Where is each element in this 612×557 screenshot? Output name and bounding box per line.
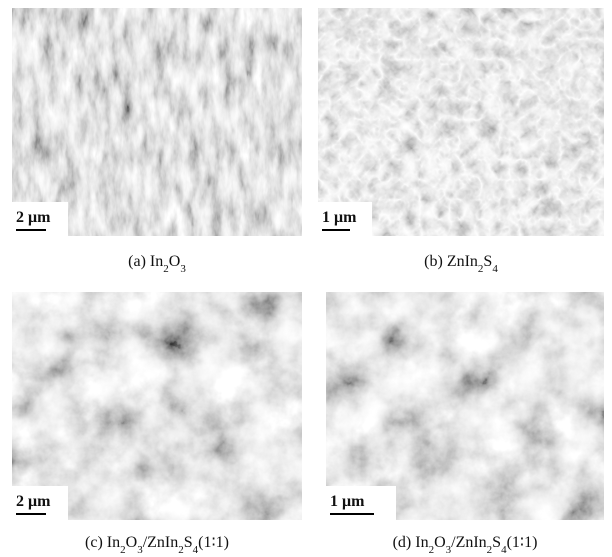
scale-label: 2 μm — [16, 493, 51, 510]
sem-image — [326, 292, 604, 520]
caption-subscript: 4 — [492, 263, 498, 275]
scale-label: 2 μm — [16, 209, 51, 226]
caption-text: (d) In — [393, 534, 429, 551]
caption-subscript: 3 — [180, 263, 186, 275]
caption-text: /ZnIn — [451, 534, 487, 551]
scale-label: 1 μm — [330, 493, 365, 510]
caption-text: O — [434, 534, 446, 551]
caption-text: (1∶1) — [198, 534, 229, 551]
caption: (d) In2O3/ZnIn2S4(1∶1) — [393, 534, 538, 556]
sem-image — [12, 8, 302, 236]
caption-text: S — [492, 534, 501, 551]
caption-text: O — [169, 253, 181, 270]
caption-text: O — [126, 534, 138, 551]
caption-text: S — [184, 534, 193, 551]
caption-text: (b) ZnIn — [424, 253, 478, 270]
caption-text: (c) In — [85, 534, 120, 551]
caption-text: (1∶1) — [507, 534, 538, 551]
caption-text: S — [483, 253, 492, 270]
caption: (a) In2O3 — [128, 253, 186, 275]
caption-text: /ZnIn — [143, 534, 179, 551]
caption: (c) In2O3/ZnIn2S4(1∶1) — [85, 534, 229, 556]
caption-text: (a) In — [128, 253, 163, 270]
sem-image — [318, 8, 604, 236]
caption: (b) ZnIn2S4 — [424, 253, 498, 275]
sem-image — [12, 292, 302, 520]
page: 2 μm (a) In2O3 1 μm (b) ZnIn2S4 2 μm (c) In2O… — [0, 0, 612, 557]
figure: 2 μm (a) In2O3 1 μm (b) ZnIn2S4 2 μm (c) In2O… — [0, 0, 612, 557]
scale-label: 1 μm — [322, 209, 357, 226]
